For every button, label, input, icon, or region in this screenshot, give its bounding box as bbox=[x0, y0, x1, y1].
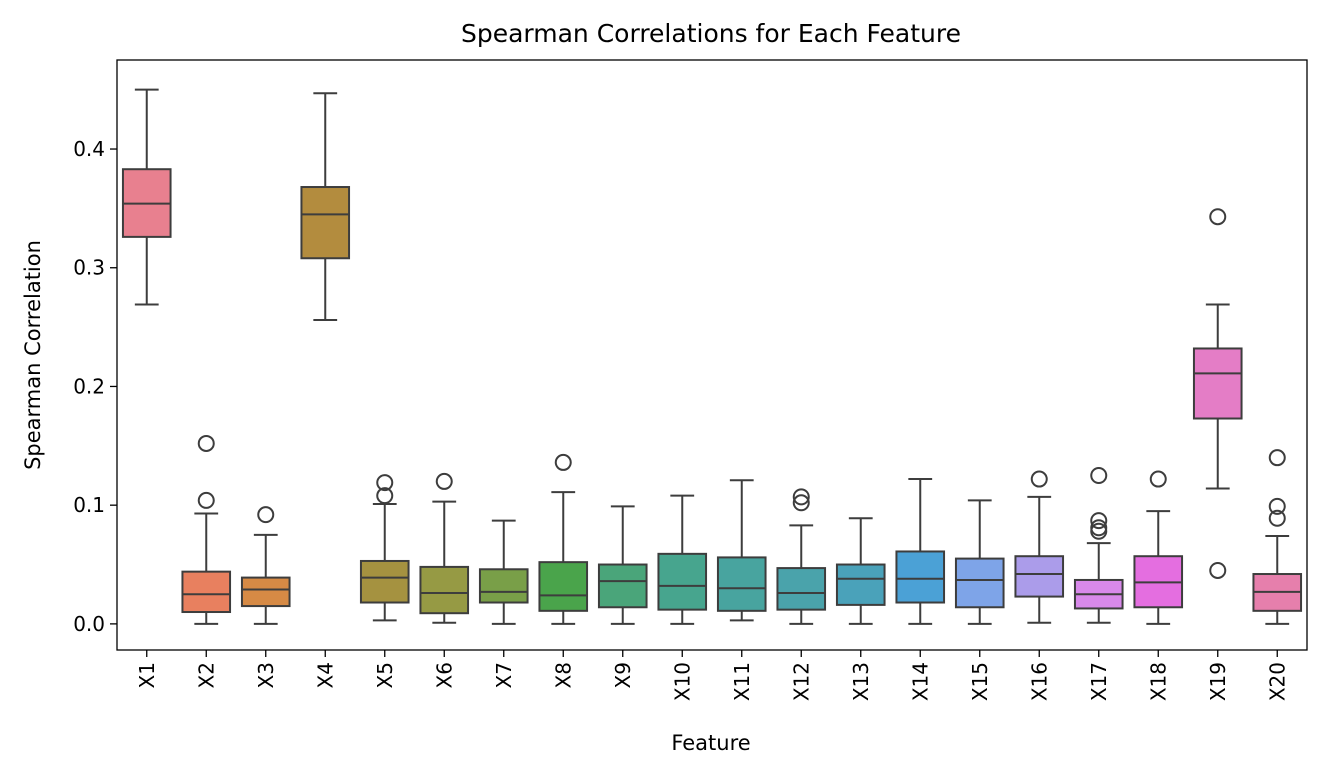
x-tick-label: X8 bbox=[551, 662, 575, 688]
outlier-point bbox=[1209, 208, 1227, 226]
box-x18 bbox=[1133, 470, 1184, 625]
box-x19 bbox=[1192, 208, 1243, 579]
box-x9 bbox=[597, 505, 648, 625]
box-x8 bbox=[538, 453, 589, 625]
box-iqr bbox=[597, 563, 648, 609]
x-tick-label: X20 bbox=[1265, 662, 1289, 701]
x-tick-label: X19 bbox=[1206, 662, 1230, 701]
box-x12 bbox=[776, 488, 827, 625]
box-x11 bbox=[716, 479, 767, 622]
box-iqr bbox=[776, 567, 827, 611]
outlier-point bbox=[376, 487, 394, 505]
x-tick-label: X5 bbox=[373, 662, 397, 688]
x-tick-label: X7 bbox=[492, 662, 516, 688]
outlier-point bbox=[1030, 470, 1048, 488]
outlier-point bbox=[197, 434, 215, 452]
box-iqr bbox=[181, 570, 232, 614]
x-axis-label: Feature bbox=[671, 731, 750, 755]
y-tick-label: 0.4 bbox=[73, 137, 105, 161]
outlier-point bbox=[554, 453, 572, 471]
outlier-point bbox=[792, 494, 810, 512]
box-x4 bbox=[300, 92, 351, 321]
plot-area: 0.0 0.1 0.2 0.3 0.4 X1 X2 X3 X4 X5 X6 X7 X8 X9 X10 X11 X… bbox=[73, 88, 1303, 701]
outlier-point bbox=[257, 506, 275, 524]
box-iqr bbox=[895, 550, 946, 604]
x-tick-label: X6 bbox=[432, 662, 456, 688]
box-x7 bbox=[478, 519, 529, 625]
outlier-point bbox=[1268, 509, 1286, 527]
chart-title: Spearman Correlations for Each Feature bbox=[461, 19, 961, 48]
outlier-point bbox=[435, 472, 453, 490]
box-x14 bbox=[895, 478, 946, 625]
box-iqr bbox=[478, 568, 529, 604]
box-x5 bbox=[359, 474, 410, 622]
outlier-point bbox=[197, 491, 215, 509]
box-x1 bbox=[121, 88, 172, 306]
box-iqr bbox=[419, 565, 470, 615]
y-axis-label: Spearman Correlation bbox=[21, 240, 45, 470]
box-iqr bbox=[538, 561, 589, 612]
box-x17 bbox=[1073, 466, 1124, 624]
x-tick-label: X17 bbox=[1087, 662, 1111, 701]
x-tick-label: X15 bbox=[968, 662, 992, 701]
box-x2 bbox=[181, 434, 232, 625]
x-tick-label: X9 bbox=[611, 662, 635, 688]
box-iqr bbox=[954, 557, 1005, 609]
x-tick-label: X12 bbox=[789, 662, 813, 701]
box-iqr bbox=[1192, 347, 1243, 420]
x-tick-label: X3 bbox=[254, 662, 278, 688]
x-tick-label: X4 bbox=[313, 662, 337, 688]
x-tick-label: X16 bbox=[1027, 662, 1051, 701]
outlier-point bbox=[1268, 497, 1286, 515]
outlier-point bbox=[1149, 470, 1167, 488]
y-tick-label: 0.0 bbox=[73, 612, 105, 636]
outlier-point bbox=[1209, 561, 1227, 579]
box-x10 bbox=[657, 494, 708, 625]
box-iqr bbox=[300, 186, 351, 260]
box-x15 bbox=[954, 499, 1005, 625]
x-tick-label: X1 bbox=[135, 662, 159, 688]
plot-frame bbox=[116, 59, 1308, 651]
outlier-point bbox=[1090, 512, 1108, 530]
box-x20 bbox=[1252, 449, 1303, 625]
box-iqr bbox=[835, 563, 886, 606]
x-tick-label: X10 bbox=[670, 662, 694, 701]
x-tick-label: X2 bbox=[194, 662, 218, 688]
outlier-point bbox=[1090, 466, 1108, 484]
y-tick-label: 0.1 bbox=[73, 493, 105, 517]
box-x6 bbox=[419, 472, 470, 624]
box-x3 bbox=[240, 506, 291, 625]
box-x16 bbox=[1014, 470, 1065, 624]
outlier-point bbox=[792, 488, 810, 506]
box-iqr bbox=[1014, 555, 1065, 598]
box-iqr bbox=[716, 556, 767, 612]
box-iqr bbox=[657, 552, 708, 611]
box-iqr bbox=[240, 576, 291, 608]
box-iqr bbox=[359, 559, 410, 604]
y-tick-label: 0.2 bbox=[73, 374, 105, 398]
box-x13 bbox=[835, 517, 886, 625]
x-tick-label: X13 bbox=[849, 662, 873, 701]
x-tick-label: X18 bbox=[1146, 662, 1170, 701]
outlier-point bbox=[1090, 519, 1108, 537]
x-tick-label: X11 bbox=[730, 662, 754, 701]
y-tick-label: 0.3 bbox=[73, 256, 105, 280]
x-tick-label: X14 bbox=[908, 662, 932, 701]
outlier-point bbox=[376, 474, 394, 492]
outlier-point bbox=[1268, 449, 1286, 467]
